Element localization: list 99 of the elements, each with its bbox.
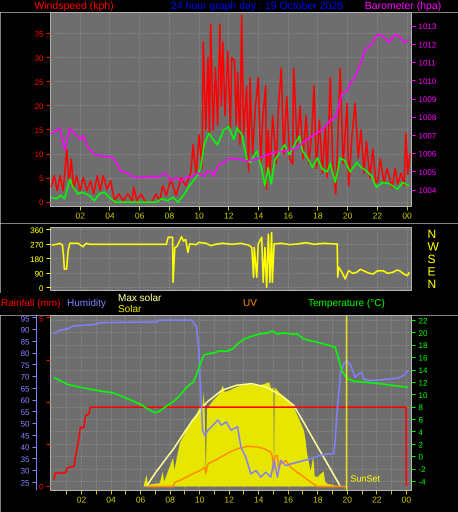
x-tick-label: 04 (106, 494, 116, 504)
y-tick-label: 30 (34, 54, 44, 63)
y-axis-title: Temperature (°C) (308, 298, 385, 309)
y3-tick-label: 95 (20, 314, 30, 324)
y3-tick-label: 90 (20, 326, 30, 335)
line-series (53, 406, 408, 488)
x-tick-label: 22 (372, 210, 382, 220)
x-tick-label: 12 (224, 494, 234, 504)
x-tick-label: 10 (194, 210, 204, 220)
y-tick-label: 6 (418, 416, 424, 425)
y-tick-label: 25 (34, 78, 44, 87)
y3-tick-label: 30 (20, 466, 30, 476)
line-series (50, 34, 410, 182)
x-tick-label: 10 (194, 494, 205, 504)
y-tick-label: 360 (30, 226, 44, 235)
line-series (50, 14, 411, 203)
y-tick-label: 15 (34, 126, 44, 135)
y2-tick-label: 1005 (418, 168, 437, 177)
y2-tick-label: 1011 (418, 58, 436, 68)
x-tick-label: 12 (224, 210, 234, 220)
y-tick-label: -4 (418, 478, 426, 487)
y2-tick-label: 1004 (418, 186, 437, 196)
line-series (50, 232, 410, 288)
category-label: N (428, 226, 436, 241)
y-tick-label: 20 (418, 328, 428, 338)
y3-tick-label: 65 (20, 384, 30, 394)
y2-tick-label: 1012 (418, 40, 437, 50)
y-tick-label: 18 (418, 341, 428, 350)
y-tick-label: 22 (418, 316, 428, 326)
chart-title: 24 hour graph day : 19 October 2025 (170, 0, 344, 12)
x-tick-label: 02 (75, 210, 86, 220)
line-series (50, 126, 410, 203)
x-tick-label: 22 (372, 494, 382, 504)
y-tick-label: 0 (418, 452, 424, 462)
y-tick-label: 10 (34, 150, 44, 160)
y3-tick-label: 25 (20, 478, 30, 488)
y-tick-label: 35 (34, 30, 44, 39)
category-label: S (428, 252, 436, 266)
x-tick-label: 16 (283, 210, 294, 220)
x-tick-label: 00 (402, 494, 412, 504)
line-series (146, 382, 342, 488)
y-tick-label: 0 (39, 284, 44, 293)
y3-tick-label: 60 (20, 396, 30, 406)
x-tick-label: 18 (313, 494, 323, 504)
x-tick-label: 08 (164, 210, 174, 220)
y-tick-label: 12 (418, 378, 428, 388)
y-tick-label: -2 (418, 465, 426, 474)
y-tick-label: 90 (34, 269, 44, 278)
y-tick-label: 20 (34, 102, 44, 111)
x-tick-label: 08 (165, 494, 176, 504)
y2-tick-label: 1007 (418, 131, 437, 140)
y2-axis-title: Barometer (hpa) (364, 0, 442, 12)
y3-tick-label: 50 (20, 420, 30, 429)
y-axis-title: Windspeed (kph) (34, 0, 114, 12)
y3-tick-label: 35 (20, 454, 30, 464)
category-label: W (428, 239, 439, 254)
text: Max solar (118, 293, 162, 304)
x-tick-label: 06 (134, 210, 145, 220)
line-series (146, 446, 348, 488)
y-tick-label: 5 (39, 174, 44, 184)
line-series (53, 330, 410, 414)
y3-tick-label: 45 (20, 431, 30, 440)
y2-tick-label: 1006 (418, 150, 437, 159)
y2-tick-label: 1010 (418, 76, 437, 86)
x-tick-label: 04 (105, 210, 115, 220)
y2-tick-label: 1009 (418, 95, 437, 104)
text: UV (243, 298, 257, 309)
y3-tick-label: 55 (20, 408, 30, 417)
y-tick-label: 14 (418, 366, 428, 376)
x-tick-label: 14 (254, 494, 264, 504)
y2-axis-title: Rainfall (mm) (1, 298, 60, 309)
y3-tick-label: 80 (20, 349, 30, 358)
y-tick-label: 4 (418, 428, 424, 437)
y-tick-label: 180 (30, 254, 44, 264)
y3-tick-label: 40 (20, 443, 30, 452)
y2-tick-label: 1008 (418, 113, 437, 122)
y3-tick-label: 70 (20, 372, 30, 382)
y-tick-label: 16 (418, 354, 428, 363)
y-tick-label: 2 (418, 440, 424, 450)
x-tick-label: 02 (76, 494, 87, 504)
y-tick-label: 270 (30, 240, 44, 250)
y-tick-label: 8 (418, 403, 424, 412)
category-label: N (428, 277, 436, 292)
x-tick-label: 18 (313, 210, 323, 220)
x-tick-label: 06 (136, 494, 146, 504)
y-tick-label: 0 (39, 198, 44, 208)
y-tick-label: 10 (418, 390, 428, 400)
x-tick-label: 14 (254, 210, 264, 220)
category-label: E (428, 264, 436, 279)
y3-tick-label: 85 (20, 337, 30, 346)
text: Solar (118, 304, 142, 315)
y3-tick-label: 75 (20, 360, 30, 370)
x-tick-label: 16 (283, 494, 294, 504)
x-tick-label: 00 (402, 210, 412, 220)
y2-tick-label: 1013 (418, 22, 437, 32)
x-tick-label: 20 (342, 210, 353, 220)
y3-axis-title: Humidity (67, 298, 106, 309)
ref-line-label: SunSet (350, 474, 381, 484)
x-tick-label: 20 (342, 494, 352, 504)
